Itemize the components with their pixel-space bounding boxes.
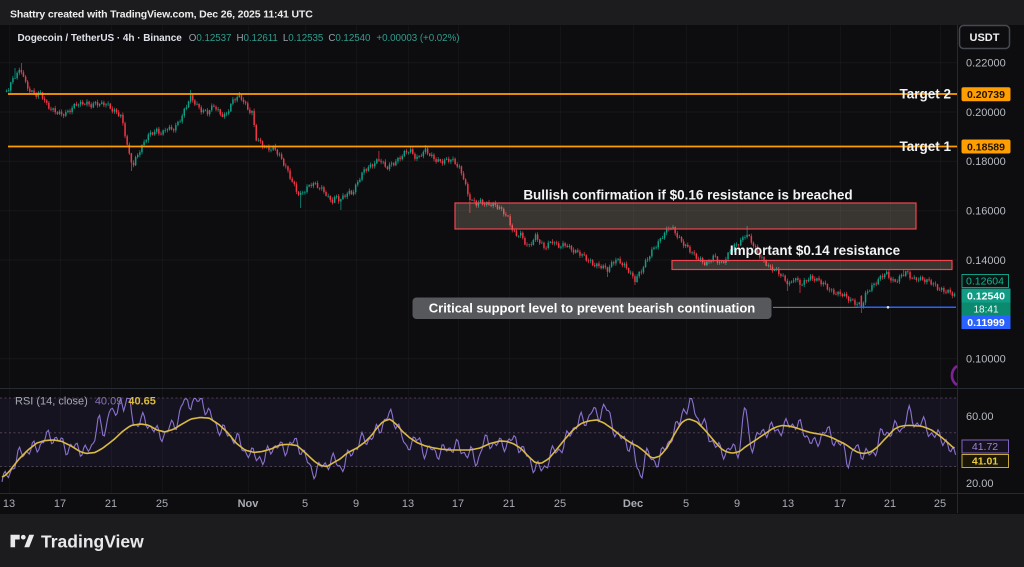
svg-text:20.00: 20.00 xyxy=(966,478,994,490)
svg-text:0.20739: 0.20739 xyxy=(967,89,1005,101)
svg-text:0.10000: 0.10000 xyxy=(966,354,1006,366)
svg-text:0.11999: 0.11999 xyxy=(967,317,1005,329)
svg-text:0.16000: 0.16000 xyxy=(966,206,1006,218)
svg-text:0.12540: 0.12540 xyxy=(967,290,1005,302)
svg-text:17: 17 xyxy=(834,498,846,510)
svg-text:0.20000: 0.20000 xyxy=(966,107,1006,119)
svg-text:21: 21 xyxy=(105,498,117,510)
svg-text:13: 13 xyxy=(3,498,15,510)
svg-text:5: 5 xyxy=(302,498,308,510)
svg-text:21: 21 xyxy=(884,498,896,510)
svg-text:0.14000: 0.14000 xyxy=(966,255,1006,267)
svg-text:13: 13 xyxy=(782,498,794,510)
svg-text:Dogecoin / TetherUS · 4h · Bin: Dogecoin / TetherUS · 4h · Binance O0.125… xyxy=(18,33,460,44)
svg-text:25: 25 xyxy=(554,498,566,510)
svg-text:0.18589: 0.18589 xyxy=(967,141,1005,153)
svg-text:17: 17 xyxy=(452,498,464,510)
svg-text:18:41: 18:41 xyxy=(973,304,998,315)
svg-text:0.22000: 0.22000 xyxy=(966,58,1006,70)
svg-text:0.18000: 0.18000 xyxy=(966,156,1006,168)
svg-text:Important $0.14 resistance: Important $0.14 resistance xyxy=(730,243,901,258)
svg-text:21: 21 xyxy=(503,498,515,510)
svg-text:13: 13 xyxy=(402,498,414,510)
svg-text:Shattry created with TradingVi: Shattry created with TradingView.com, De… xyxy=(10,9,313,21)
svg-text:TradingView: TradingView xyxy=(41,532,144,552)
svg-text:Critical support level to prev: Critical support level to prevent bearis… xyxy=(429,301,756,316)
svg-text:60.00: 60.00 xyxy=(966,411,994,423)
svg-text:17: 17 xyxy=(54,498,66,510)
svg-text:Target 1: Target 1 xyxy=(899,139,951,154)
svg-text:Target 2: Target 2 xyxy=(899,87,951,102)
svg-text:9: 9 xyxy=(734,498,740,510)
svg-text:41.01: 41.01 xyxy=(972,456,998,468)
svg-text:25: 25 xyxy=(934,498,946,510)
svg-text:5: 5 xyxy=(683,498,689,510)
svg-text:25: 25 xyxy=(156,498,168,510)
svg-text:9: 9 xyxy=(353,498,359,510)
svg-text:Bullish confirmation if $0.16: Bullish confirmation if $0.16 resistance… xyxy=(523,188,852,203)
svg-text:USDT: USDT xyxy=(970,32,1000,44)
svg-text:0.12604: 0.12604 xyxy=(966,276,1004,288)
svg-text:Nov: Nov xyxy=(238,498,260,510)
svg-text:41.72: 41.72 xyxy=(972,441,998,453)
svg-text:Dec: Dec xyxy=(623,498,643,510)
